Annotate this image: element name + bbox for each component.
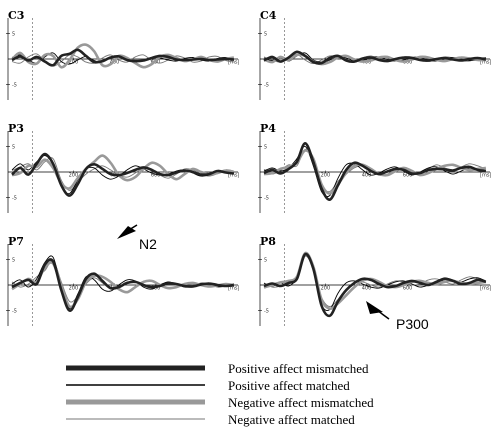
y-tick-label-p7: 5: [12, 257, 15, 263]
panel-label-p8: P8: [260, 235, 276, 248]
x-tick-label-p8: 600: [403, 286, 413, 292]
panel-p4: P4 -5 5 200 400 600 [ms]: [258, 122, 491, 215]
series-line-p4-positive-affect-mismatched: [263, 142, 487, 201]
legend-label-positive-matched: Positive affect matched: [228, 378, 350, 393]
p300-annotation: P300: [396, 316, 429, 332]
legend: Positive affect mismatched Positive affe…: [66, 361, 374, 427]
n2-arrow-stem: [123, 224, 138, 234]
x-tick-label-p7: 200: [69, 286, 79, 292]
y-tick-label-p4: -5: [264, 196, 269, 202]
legend-label-negative-matched: Negative affect matched: [228, 412, 355, 427]
x-tick-label-p8: 200: [321, 286, 331, 292]
y-tick-label-p3: 5: [12, 144, 15, 150]
series-line-c4-positive-affect-mismatched: [263, 50, 487, 65]
x-unit-label-p4: [ms]: [480, 173, 491, 179]
series-line-p7-positive-affect-mismatched: [11, 258, 235, 312]
erp-panels: C3 -5 5 200 400 600 [ms] C4 -5 5 200 400 600 [ms] P3 -5…: [6, 9, 491, 328]
y-tick-label-p8: -5: [264, 309, 269, 315]
series-line-p3-negative-affect-mismatched: [11, 154, 235, 190]
series-line-c3-positive-affect-mismatched: [11, 48, 234, 67]
panel-label-p3: P3: [8, 122, 24, 135]
x-tick-label-p7: 600: [151, 286, 161, 292]
annotations: N2 P300: [117, 224, 429, 332]
x-unit-label-p7: [ms]: [228, 286, 239, 292]
x-tick-label-p4: 400: [362, 173, 372, 179]
y-tick-label-p7: -5: [12, 309, 17, 315]
n2-annotation: N2: [139, 236, 157, 252]
panel-label-p4: P4: [260, 122, 276, 135]
series-line-c3-negative-affect-mismatched: [11, 43, 235, 69]
y-tick-label-p8: 5: [264, 257, 267, 263]
x-unit-label-p3: [ms]: [228, 173, 239, 179]
y-tick-label-p4: 5: [264, 144, 267, 150]
y-tick-label-c4: -5: [264, 83, 269, 89]
series-line-p7-negative-affect-mismatched: [11, 261, 235, 309]
legend-label-negative-mismatched: Negative affect mismatched: [228, 395, 374, 410]
y-tick-label-c3: -5: [12, 83, 17, 89]
panel-p8: P8 -5 5 200 400 600 [ms]: [258, 235, 491, 328]
x-tick-label-p4: 200: [321, 173, 331, 179]
y-tick-label-c3: 5: [12, 31, 15, 37]
x-unit-label-p8: [ms]: [480, 286, 491, 292]
legend-label-positive-mismatched: Positive affect mismatched: [228, 361, 369, 376]
x-tick-label-p3: 200: [69, 173, 79, 179]
panel-label-c3: C3: [8, 9, 24, 22]
x-tick-label-p4: 600: [403, 173, 413, 179]
panel-label-p7: P7: [8, 235, 24, 248]
series-line-p8-positive-affect-mismatched: [263, 252, 487, 318]
x-tick-label-c4: 600: [403, 60, 413, 66]
series-line-p3-positive-affect-mismatched: [11, 152, 235, 197]
x-tick-label-p8: 400: [362, 286, 372, 292]
x-tick-label-p3: 600: [151, 173, 161, 179]
x-unit-label-c4: [ms]: [480, 60, 491, 66]
p300-arrow-stem: [373, 307, 390, 320]
y-tick-label-p3: -5: [12, 196, 17, 202]
x-tick-label-c3: 400: [110, 60, 120, 66]
y-tick-label-c4: 5: [264, 31, 267, 37]
panel-label-c4: C4: [260, 9, 277, 22]
